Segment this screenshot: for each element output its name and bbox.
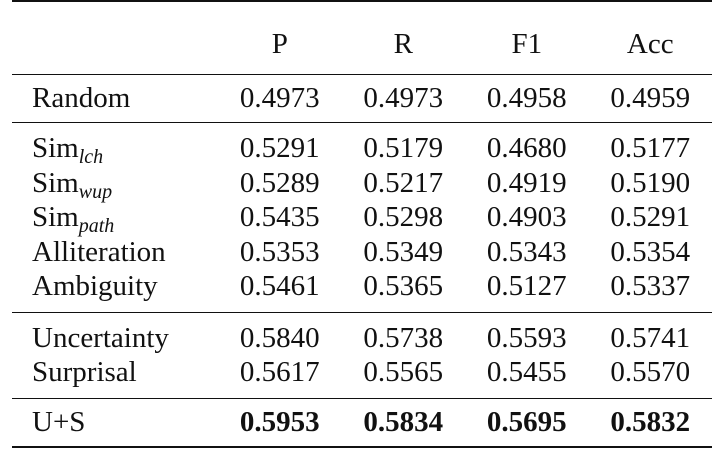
value-cell-r: 0.5179 [363, 132, 444, 164]
value-cell-p: 0.5461 [239, 270, 320, 302]
value-cell-f1: 0.5695 [486, 405, 567, 438]
value-cell-p: 0.5291 [239, 132, 320, 164]
header-cell-empty [12, 2, 218, 75]
table-row: Simpath 0.5435 0.5298 0.4903 0.5291 [12, 200, 712, 237]
value-cell-r: 0.5738 [363, 321, 444, 354]
row-label-cell: Random [12, 75, 218, 123]
table-row: Ambiguity 0.5461 0.5365 0.5127 0.5337 [12, 269, 712, 312]
value-cell-f1: 0.4919 [486, 166, 567, 199]
row-label: Sim [32, 166, 79, 199]
row-label-cell: Simlch [12, 123, 218, 168]
value-cell-acc: 0.5190 [610, 166, 691, 199]
value-cell-f1: 0.5127 [486, 270, 567, 302]
row-label-cell: U+S [12, 399, 218, 447]
value-cell-p: 0.5953 [239, 405, 320, 438]
table-bottom-rule [12, 445, 712, 449]
table-row: Alliteration 0.5353 0.5349 0.5343 0.5354 [12, 235, 712, 270]
value-cell-r: 0.5217 [363, 166, 444, 199]
row-label: Ambiguity [32, 270, 158, 302]
value-cell-r: 0.5834 [363, 405, 444, 438]
value-cell-acc: 0.4959 [610, 82, 691, 114]
table-row: Surprisal 0.5617 0.5565 0.5455 0.5570 [12, 355, 712, 398]
row-label-subscript: wup [78, 180, 113, 203]
table-row: U+S 0.5953 0.5834 0.5695 0.5832 [12, 399, 712, 447]
value-cell-p: 0.4973 [239, 82, 320, 114]
value-cell-acc: 0.5354 [610, 235, 691, 268]
value-cell-f1: 0.5455 [486, 356, 567, 388]
table-row: Uncertainty 0.5840 0.5738 0.5593 0.5741 [12, 313, 712, 356]
value-cell-acc: 0.5570 [610, 356, 691, 388]
value-cell-r: 0.4973 [363, 82, 444, 114]
table-header-row: P R F1 Acc [12, 2, 712, 75]
row-label-cell: Uncertainty [12, 313, 218, 356]
results-table-container: P R F1 Acc Random 0.4973 0.4973 0.4958 0.495… [12, 0, 712, 449]
row-label: U+S [32, 405, 86, 438]
table-row: Simlch 0.5291 0.5179 0.4680 0.5177 [12, 123, 712, 168]
value-cell-acc: 0.5832 [610, 405, 691, 438]
value-cell-p: 0.5435 [239, 201, 320, 233]
value-cell-p: 0.5289 [239, 166, 320, 199]
group-separator-rule [12, 311, 712, 313]
value-cell-f1: 0.4903 [486, 201, 567, 233]
value-cell-p: 0.5353 [239, 235, 320, 268]
table-row: Simwup 0.5289 0.5217 0.4919 0.5190 [12, 166, 712, 203]
results-table-body: P R F1 Acc Random 0.4973 0.4973 0.4958 0.495… [12, 0, 712, 449]
value-cell-acc: 0.5741 [610, 321, 691, 354]
group-separator-rule [12, 122, 712, 123]
header-cell-acc: Acc [626, 27, 674, 60]
value-cell-f1: 0.5593 [486, 321, 567, 354]
row-label: Sim [32, 132, 79, 164]
value-cell-p: 0.5617 [239, 356, 320, 388]
header-cell-f1: F1 [511, 27, 543, 60]
value-cell-r: 0.5298 [363, 201, 444, 233]
results-table: P R F1 Acc Random 0.4973 0.4973 0.4958 0.495… [12, 0, 712, 449]
header-cell-p: P [271, 27, 288, 60]
value-cell-acc: 0.5177 [610, 132, 691, 164]
value-cell-r: 0.5565 [363, 356, 444, 388]
value-cell-f1: 0.5343 [486, 235, 567, 268]
group-separator-rule [12, 74, 712, 75]
row-label: Random [32, 82, 131, 114]
value-cell-r: 0.5365 [363, 270, 444, 302]
value-cell-acc: 0.5291 [610, 201, 691, 233]
row-label: Sim [32, 201, 79, 233]
value-cell-r: 0.5349 [363, 235, 444, 268]
row-label-cell: Surprisal [12, 355, 218, 398]
row-label-cell: Ambiguity [12, 269, 218, 312]
group-separator-rule [12, 397, 712, 399]
row-label: Uncertainty [32, 321, 169, 354]
row-label-subscript: lch [78, 146, 104, 168]
value-cell-acc: 0.5337 [610, 270, 691, 302]
row-label-subscript: path [78, 215, 115, 237]
row-label: Alliteration [32, 235, 166, 268]
value-cell-f1: 0.4958 [486, 82, 567, 114]
value-cell-f1: 0.4680 [486, 132, 567, 164]
value-cell-p: 0.5840 [239, 321, 320, 354]
row-label-cell: Simpath [12, 200, 218, 237]
table-row: Random 0.4973 0.4973 0.4958 0.4959 [12, 75, 712, 123]
row-label-cell: Alliteration [12, 235, 218, 270]
row-label: Surprisal [32, 356, 137, 388]
row-label-cell: Simwup [12, 166, 218, 203]
header-cell-r: R [393, 27, 413, 60]
